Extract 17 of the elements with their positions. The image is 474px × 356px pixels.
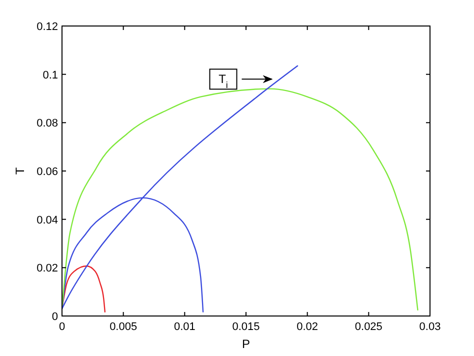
x-tick-label: 0.015 [232,321,260,333]
y-tick-label: 0 [52,311,58,323]
x-tick-label: 0.01 [174,321,196,333]
x-tick-label: 0.02 [296,321,318,333]
x-tick-label: 0.025 [354,321,382,333]
y-tick-label: 0.06 [36,166,58,178]
x-axis-title: P [242,337,250,351]
x-tick-label: 0.03 [419,321,441,333]
y-tick-label: 0.08 [36,118,58,130]
x-tick-label: 0 [58,321,66,333]
y-axis-title: T [13,166,27,175]
y-tick-label: 0.02 [36,262,58,275]
y-tick-label: 0.1 [42,69,58,82]
annotation: T$_{i}$ [218,72,228,90]
y-tick-label: 0.12 [36,21,58,33]
y-tick-label: 0.04 [36,214,58,226]
x-tick-label: 0.005 [110,321,138,333]
